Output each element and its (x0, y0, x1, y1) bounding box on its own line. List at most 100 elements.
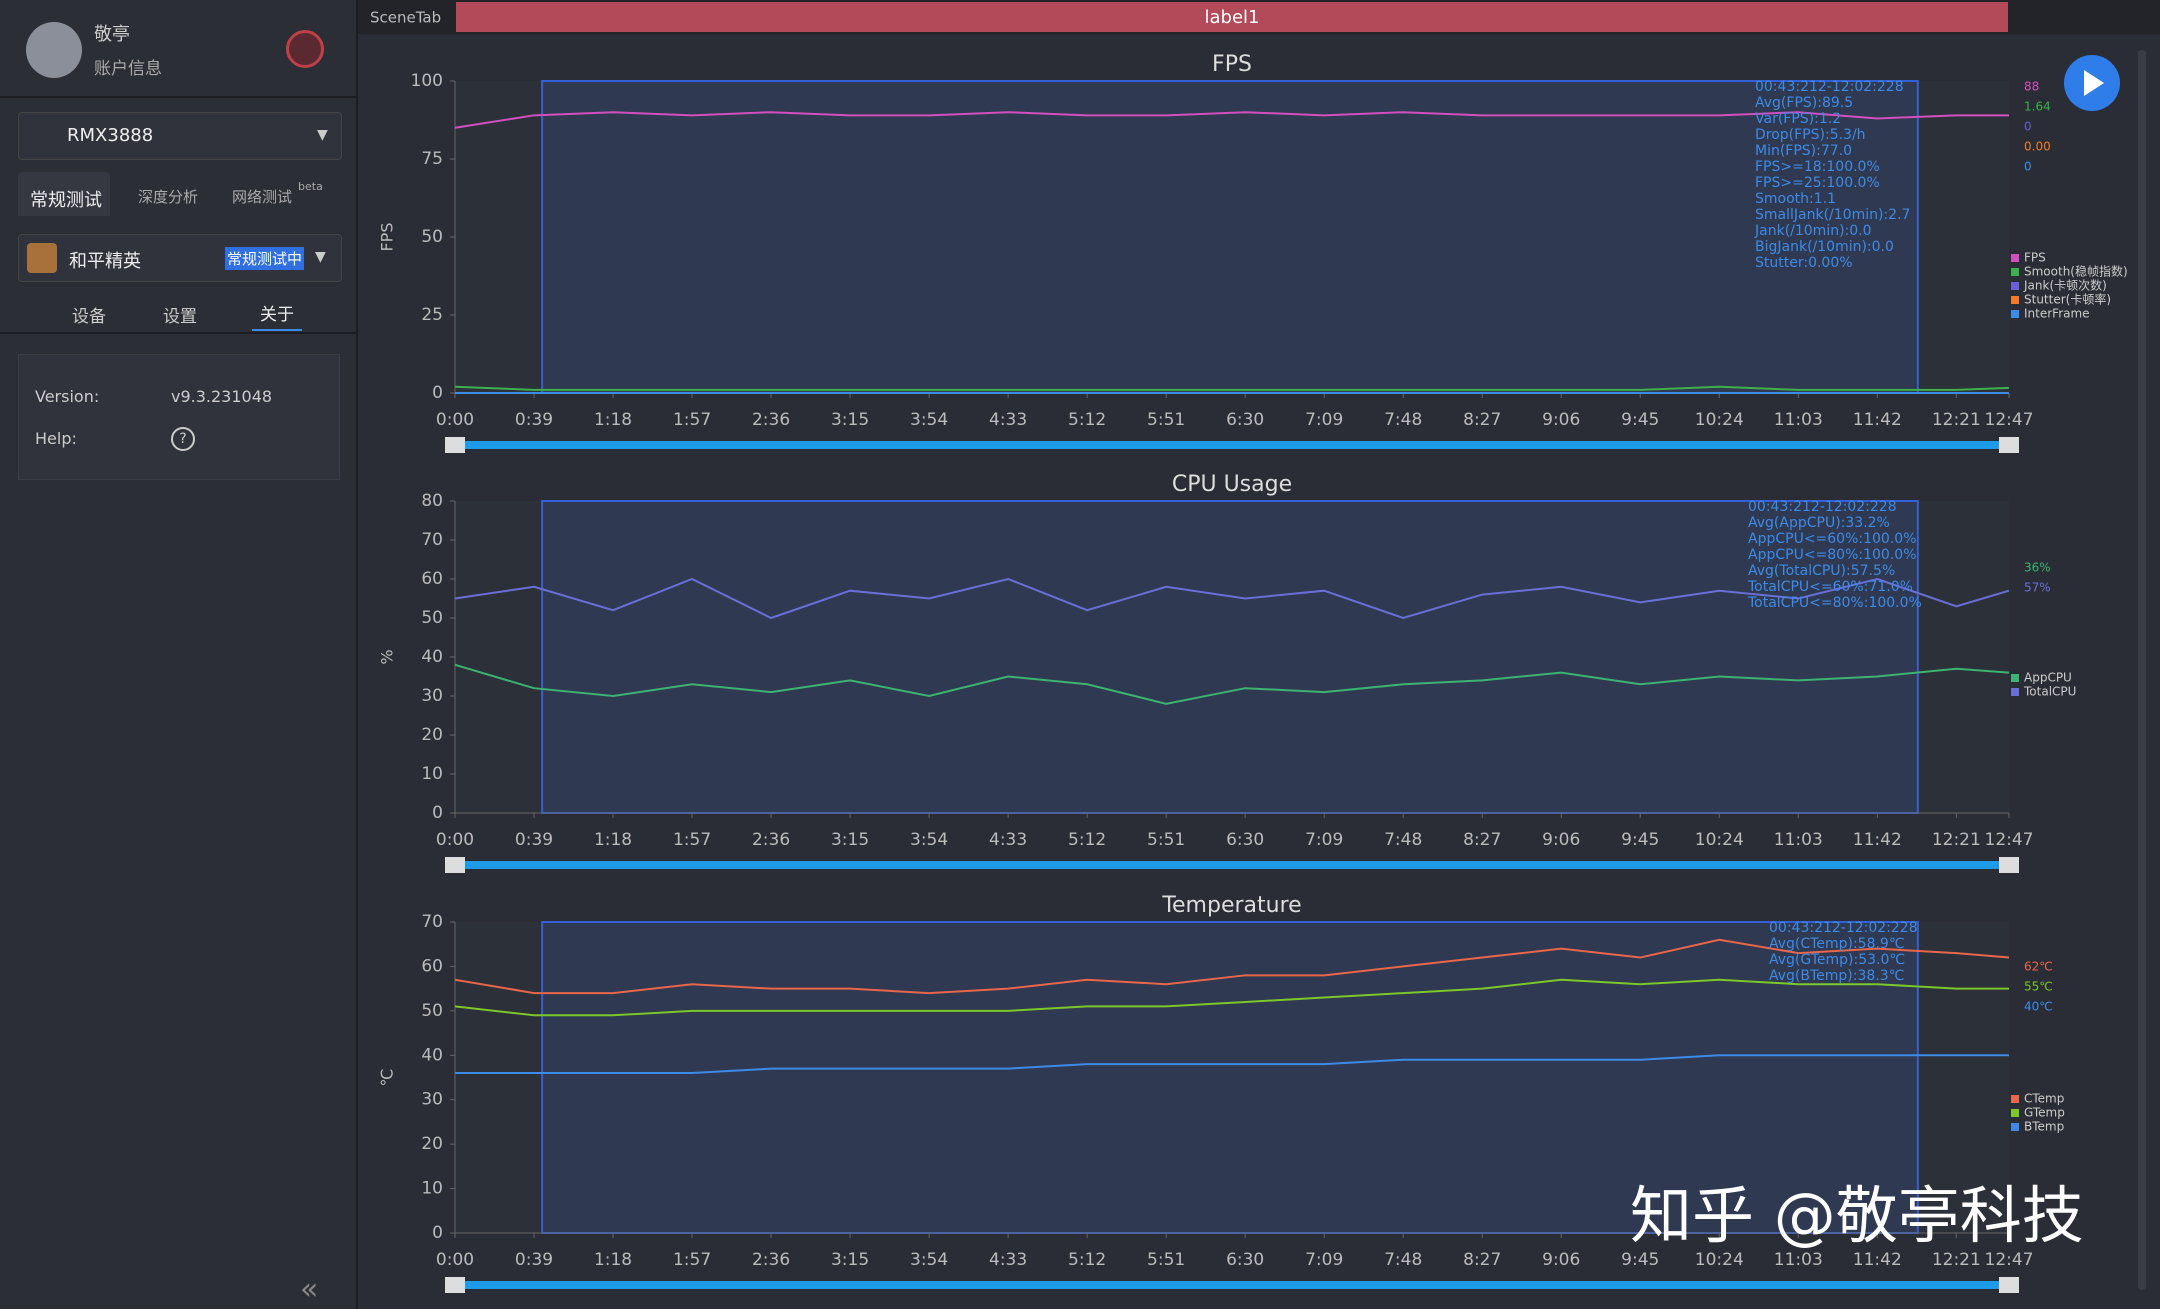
slider-handle[interactable] (1999, 437, 2019, 453)
x-tick-label: 9:45 (1621, 410, 1659, 430)
x-tick-label: 4:33 (989, 830, 1027, 850)
slider-track (455, 861, 2009, 869)
stop-button[interactable] (286, 30, 324, 68)
x-tick-label: 0:39 (515, 410, 553, 430)
help-icon[interactable]: ? (171, 427, 195, 451)
x-tick-label: 5:51 (1147, 1250, 1185, 1270)
slider-handle[interactable] (445, 437, 465, 453)
series-line (454, 978, 2009, 1017)
x-tick-label: 11:42 (1853, 410, 1902, 430)
y-tick-label: 60 (421, 956, 443, 976)
stat-annotation: Stutter:0.00% (1755, 255, 1853, 271)
device-select[interactable]: RMX3888 ▼ (18, 112, 342, 160)
x-tick-label: 12:47 (1985, 1250, 2034, 1270)
divider (0, 332, 356, 334)
y-tick-label: 20 (421, 1134, 443, 1154)
series-line (454, 385, 2010, 391)
status: 常规测试中 (225, 247, 305, 270)
sub-tab[interactable]: 设置 (163, 307, 197, 327)
scrollbar[interactable] (2138, 50, 2146, 1290)
x-tick-label: 11:42 (1853, 1250, 1902, 1270)
stat-annotation: 00:43:212-12:02:228 (1748, 499, 1897, 515)
y-tick-label: 40 (421, 1045, 443, 1065)
current-value: 55℃ (2024, 980, 2053, 994)
x-tick-label: 8:27 (1463, 1250, 1501, 1270)
series-line (455, 1054, 2009, 1075)
x-tick-label: 1:18 (594, 830, 632, 850)
slider-handle[interactable] (1999, 857, 2019, 873)
sidebar: 敬亭 账户信息 RMX3888 ▼ 常规测试 深度分析 网络测试 beta 和平… (0, 0, 358, 1309)
sub-tab-active[interactable]: 关于 (252, 300, 302, 331)
x-tick-label: 3:15 (831, 830, 869, 850)
current-value: 62℃ (2024, 960, 2053, 974)
x-tick-label: 0:00 (436, 830, 474, 850)
y-tick-label: 50 (421, 227, 443, 247)
x-tick-label: 12:47 (1985, 830, 2034, 850)
account-link[interactable]: 账户信息 (94, 59, 162, 79)
x-tick-label: 0:39 (515, 1250, 553, 1270)
x-tick-label: 1:57 (673, 830, 711, 850)
legend-label: Stutter(卡顿率) (2024, 292, 2111, 307)
x-tick-label: 10:24 (1695, 410, 1744, 430)
stat-annotation: FPS>=25:100.0% (1755, 175, 1880, 191)
x-tick-label: 6:30 (1226, 1250, 1264, 1270)
legend-swatch (2011, 674, 2019, 682)
user-name[interactable]: 敬亭 (94, 24, 130, 45)
about-panel: Version: v9.3.231048 Help: ? (18, 354, 340, 480)
stat-annotation: TotalCPU<=60%:71.0% (1747, 579, 1913, 595)
app-icon (27, 243, 57, 273)
slider-handle[interactable] (445, 857, 465, 873)
device-name: RMX3888 (67, 125, 154, 146)
slider-handle[interactable] (1999, 1277, 2019, 1293)
x-tick-label: 7:48 (1384, 1250, 1422, 1270)
stat-annotation: Avg(FPS):89.5 (1755, 95, 1853, 111)
stat-annotation: Jank(/10min):0.0 (1754, 223, 1872, 239)
chart-title: FPS (1212, 52, 1252, 77)
legend-swatch (2011, 310, 2019, 318)
y-tick-label: 100 (411, 71, 443, 91)
y-tick-label: 0 (432, 803, 443, 823)
y-tick-label: 50 (421, 1001, 443, 1021)
avatar[interactable] (26, 22, 82, 78)
test-tab[interactable]: 网络测试 (232, 188, 293, 206)
x-tick-label: 3:15 (831, 1250, 869, 1270)
x-tick-label: 5:12 (1068, 830, 1106, 850)
stat-annotation: SmallJank(/10min):2.7 (1755, 207, 1910, 223)
current-value: 1.64 (2024, 100, 2051, 114)
x-tick-label: 9:06 (1542, 410, 1580, 430)
x-tick-label: 11:42 (1853, 830, 1902, 850)
app-select[interactable]: 和平精英 常规测试中 ▼ (18, 234, 342, 282)
legend-swatch (2011, 1123, 2019, 1131)
slider-handle[interactable] (445, 1277, 465, 1293)
series-line (454, 938, 2010, 995)
current-value: 36% (2024, 561, 2051, 575)
x-tick-label: 11:03 (1774, 830, 1823, 850)
x-tick-label: 7:48 (1384, 830, 1422, 850)
legend-label: CTemp (2024, 1092, 2064, 1106)
label-bar (456, 2, 2008, 32)
stat-annotation: AppCPU<=60%:100.0% (1748, 531, 1917, 547)
app-name: 和平精英 (69, 251, 141, 272)
help-label: Help: (35, 429, 77, 448)
x-tick-label: 0:39 (515, 830, 553, 850)
x-tick-label: 5:51 (1147, 830, 1185, 850)
y-tick-label: 50 (421, 608, 443, 628)
stat-annotation: Avg(TotalCPU):57.5% (1748, 563, 1895, 579)
current-value: 0 (2024, 160, 2032, 174)
x-tick-label: 9:45 (1621, 830, 1659, 850)
scene-tab[interactable]: SceneTab (370, 9, 441, 27)
current-value: 0 (2024, 120, 2032, 134)
dropdown-arrow: ▼ (315, 249, 326, 265)
y-tick-label: 25 (421, 305, 443, 325)
x-tick-label: 1:18 (594, 1250, 632, 1270)
legend-label: Jank(卡顿次数) (2023, 278, 2107, 293)
y-tick-label: 80 (421, 491, 443, 511)
collapse-button[interactable]: « (300, 1272, 319, 1307)
beta-tag: beta (298, 180, 323, 193)
test-tab[interactable]: 常规测试 (30, 190, 102, 211)
current-value: 57% (2024, 581, 2051, 595)
y-tick-label: 70 (421, 530, 443, 550)
sub-tab[interactable]: 设备 (72, 307, 106, 327)
test-tab[interactable]: 深度分析 (138, 188, 199, 206)
stat-annotation: 00:43:212-12:02:228 (1769, 920, 1918, 936)
